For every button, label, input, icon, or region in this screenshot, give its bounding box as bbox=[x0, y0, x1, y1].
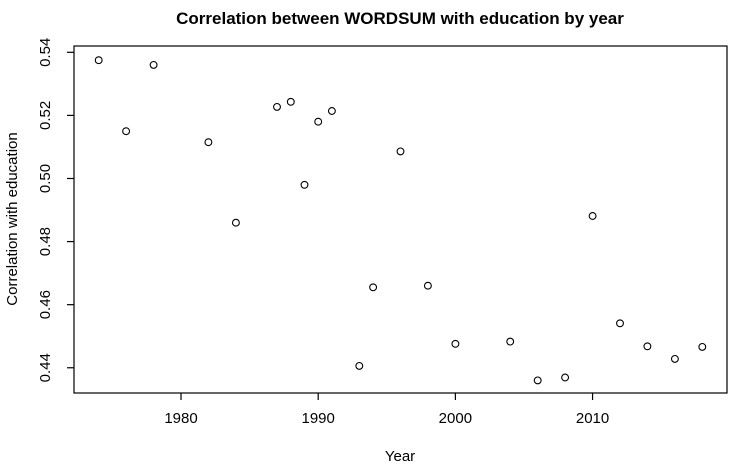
x-axis-tick-label: 1990 bbox=[302, 410, 335, 427]
y-axis-label: Correlation with education bbox=[4, 132, 21, 305]
data-point bbox=[94, 56, 103, 65]
data-point bbox=[588, 212, 597, 220]
chart-title: Correlation between WORDSUM with educati… bbox=[176, 9, 624, 28]
data-point bbox=[204, 138, 213, 147]
x-axis-tick-label: 2010 bbox=[576, 410, 609, 427]
data-point bbox=[396, 147, 405, 156]
data-point bbox=[670, 354, 679, 363]
data-point bbox=[149, 60, 158, 69]
data-point bbox=[327, 107, 336, 115]
x-axis-label: Year bbox=[385, 448, 415, 465]
data-point bbox=[423, 281, 432, 290]
x-axis-tick-label: 2000 bbox=[439, 410, 472, 427]
data-point bbox=[506, 337, 515, 346]
data-point bbox=[616, 319, 624, 328]
data-point bbox=[286, 97, 295, 106]
y-axis-tick-label: 0.50 bbox=[37, 164, 54, 193]
y-axis-tick-label: 0.54 bbox=[37, 38, 54, 67]
data-point bbox=[561, 373, 570, 382]
data-point bbox=[273, 102, 281, 111]
data-point bbox=[300, 180, 309, 189]
data-point bbox=[451, 339, 460, 348]
plot-area: 1980 1990 2000 2010 0.44 0.46 0.48 0.50 0.52 0.54 bbox=[37, 38, 728, 427]
y-axis-tick-label: 0.52 bbox=[37, 101, 54, 130]
data-point bbox=[533, 376, 542, 385]
y-axis-tick-label: 0.48 bbox=[37, 227, 54, 256]
data-point bbox=[314, 117, 323, 126]
data-point bbox=[643, 342, 652, 351]
data-point bbox=[355, 361, 364, 370]
data-point bbox=[122, 127, 131, 136]
y-axis-tick-label: 0.46 bbox=[37, 290, 54, 319]
plot-frame bbox=[73, 45, 728, 394]
data-point bbox=[369, 283, 378, 292]
data-point bbox=[231, 218, 240, 227]
y-axis-tick-label: 0.44 bbox=[37, 353, 54, 382]
x-axis-tick-label: 1980 bbox=[164, 410, 197, 427]
data-point bbox=[698, 342, 707, 351]
